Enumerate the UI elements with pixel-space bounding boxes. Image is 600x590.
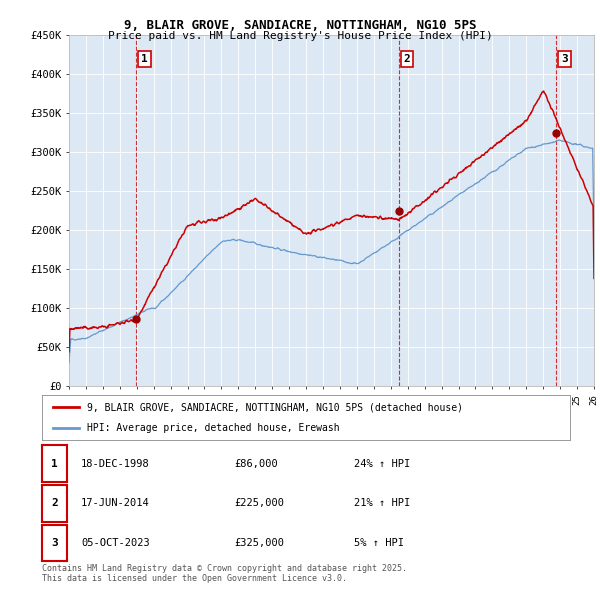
Text: £86,000: £86,000 <box>234 459 278 468</box>
Text: 3: 3 <box>561 54 568 64</box>
Text: 21% ↑ HPI: 21% ↑ HPI <box>354 499 410 508</box>
Text: 1: 1 <box>51 459 58 468</box>
Text: 18-DEC-1998: 18-DEC-1998 <box>81 459 150 468</box>
Text: 24% ↑ HPI: 24% ↑ HPI <box>354 459 410 468</box>
Text: 2: 2 <box>404 54 410 64</box>
Text: Price paid vs. HM Land Registry's House Price Index (HPI): Price paid vs. HM Land Registry's House … <box>107 31 493 41</box>
Text: £325,000: £325,000 <box>234 538 284 548</box>
Text: 9, BLAIR GROVE, SANDIACRE, NOTTINGHAM, NG10 5PS (detached house): 9, BLAIR GROVE, SANDIACRE, NOTTINGHAM, N… <box>87 402 463 412</box>
Text: 5% ↑ HPI: 5% ↑ HPI <box>354 538 404 548</box>
Text: £225,000: £225,000 <box>234 499 284 508</box>
Text: 17-JUN-2014: 17-JUN-2014 <box>81 499 150 508</box>
Text: Contains HM Land Registry data © Crown copyright and database right 2025.
This d: Contains HM Land Registry data © Crown c… <box>42 563 407 583</box>
Text: 05-OCT-2023: 05-OCT-2023 <box>81 538 150 548</box>
Text: 2: 2 <box>51 499 58 508</box>
Text: HPI: Average price, detached house, Erewash: HPI: Average price, detached house, Erew… <box>87 422 340 432</box>
Text: 3: 3 <box>51 538 58 548</box>
Text: 9, BLAIR GROVE, SANDIACRE, NOTTINGHAM, NG10 5PS: 9, BLAIR GROVE, SANDIACRE, NOTTINGHAM, N… <box>124 19 476 32</box>
Text: 1: 1 <box>141 54 148 64</box>
